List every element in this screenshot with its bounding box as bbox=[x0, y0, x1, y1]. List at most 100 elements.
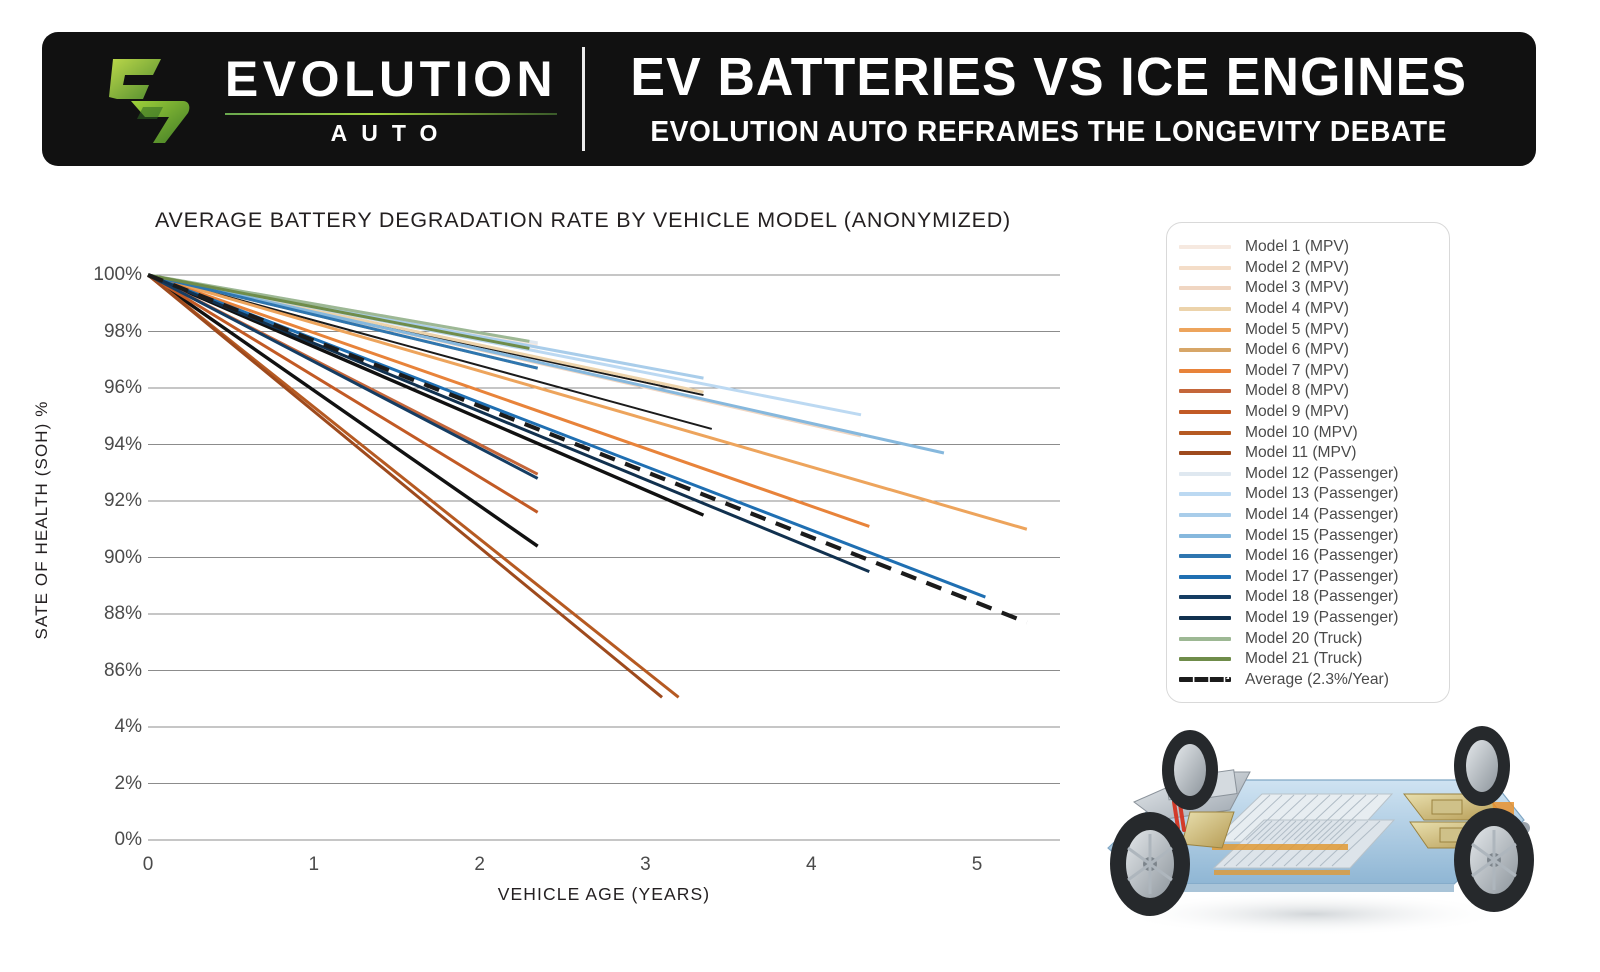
legend-item-label: Model 14 (Passenger) bbox=[1245, 506, 1399, 524]
legend-item-9[interactable]: Model 9 (MPV) bbox=[1179, 402, 1437, 423]
legend-item-21[interactable]: Model 21 (Truck) bbox=[1179, 649, 1437, 670]
legend-item-label: Model 2 (MPV) bbox=[1245, 258, 1349, 276]
series-line-18 bbox=[147, 273, 539, 480]
y-axis-tick-10: 0% bbox=[114, 829, 142, 850]
y-axis-tick-7: 86% bbox=[103, 659, 142, 681]
legend-swatch-icon bbox=[1179, 430, 1231, 435]
legend-swatch-icon bbox=[1179, 492, 1231, 497]
series-line-15 bbox=[147, 273, 945, 455]
y-axis-tick-6: 88% bbox=[103, 603, 142, 624]
header-titles: EV BATTERIES VS ICE ENGINES EVOLUTION AU… bbox=[591, 46, 1536, 149]
series-line-11 bbox=[147, 273, 663, 699]
legend-swatch-icon bbox=[1179, 595, 1231, 600]
legend-item-label: Model 9 (MPV) bbox=[1245, 403, 1349, 421]
legend-item-19[interactable]: Model 19 (Passenger) bbox=[1179, 608, 1437, 629]
legend-item-8[interactable]: Model 8 (MPV) bbox=[1179, 381, 1437, 402]
legend-item-label: Model 13 (Passenger) bbox=[1245, 485, 1399, 503]
legend-swatch-icon bbox=[1179, 657, 1231, 662]
y-axis-tick-0: 100% bbox=[93, 264, 142, 285]
legend-swatch-icon bbox=[1179, 677, 1231, 683]
chart-plot-area: SATE OF HEALTH (SOH) % 100% 98% 96% 94% 92% 9… bbox=[32, 0, 1060, 930]
legend-item-label: Model 17 (Passenger) bbox=[1245, 567, 1399, 585]
legend-item-1[interactable]: Model 1 (MPV) bbox=[1179, 237, 1437, 258]
legend-item-label: Model 15 (Passenger) bbox=[1245, 526, 1399, 544]
y-axis-tick-4: 92% bbox=[103, 490, 142, 511]
legend-item-label: Model 3 (MPV) bbox=[1245, 279, 1349, 297]
legend-item-label: Model 4 (MPV) bbox=[1245, 300, 1349, 318]
y-axis-tick-2: 96% bbox=[103, 377, 142, 398]
y-axis-tick-8: 4% bbox=[114, 716, 142, 737]
legend-item-label: Model 12 (Passenger) bbox=[1245, 464, 1399, 482]
page-subtitle: EVOLUTION AUTO REFRAMES THE LONGEVITY DE… bbox=[650, 115, 1447, 148]
x-axis-title: VEHICLE AGE (YEARS) bbox=[497, 884, 711, 904]
legend-item-16[interactable]: Model 16 (Passenger) bbox=[1179, 546, 1437, 567]
legend-item-label: Model 10 (MPV) bbox=[1245, 423, 1358, 441]
legend-item-3[interactable]: Model 3 (MPV) bbox=[1179, 278, 1437, 299]
legend-item-22[interactable]: Average (2.3%/Year) bbox=[1179, 669, 1437, 690]
series-line-22 bbox=[147, 273, 1028, 625]
ev-battery-chassis-image bbox=[1062, 652, 1554, 952]
legend-item-label: Model 19 (Passenger) bbox=[1245, 608, 1399, 626]
series-line-7 bbox=[147, 273, 870, 528]
legend-swatch-icon bbox=[1179, 471, 1231, 476]
x-axis-tick-1: 1 bbox=[308, 854, 320, 875]
brand-divider bbox=[224, 112, 558, 115]
legend-item-6[interactable]: Model 6 (MPV) bbox=[1179, 340, 1437, 361]
y-axis-tick-1: 98% bbox=[103, 320, 142, 342]
legend-item-label: Model 11 (MPV) bbox=[1245, 444, 1357, 462]
brand-subname: AUTO bbox=[330, 119, 452, 146]
legend-item-4[interactable]: Model 4 (MPV) bbox=[1179, 299, 1437, 320]
legend-swatch-icon bbox=[1179, 286, 1231, 291]
series-line-9 bbox=[147, 273, 539, 514]
legend-item-14[interactable]: Model 14 (Passenger) bbox=[1179, 505, 1437, 526]
legend-swatch-icon bbox=[1179, 636, 1231, 641]
legend-swatch-icon bbox=[1179, 348, 1231, 353]
x-axis-tick-4: 4 bbox=[805, 854, 817, 875]
legend-item-label: Average (2.3%/Year) bbox=[1245, 670, 1389, 688]
series-line-10 bbox=[147, 273, 680, 699]
x-axis-tick-5: 5 bbox=[971, 854, 983, 875]
series-line-5 bbox=[147, 273, 1028, 531]
legend-item-7[interactable]: Model 7 (MPV) bbox=[1179, 361, 1437, 382]
brand-lockup: EVOLUTION AUTO bbox=[42, 32, 582, 166]
series-line-19 bbox=[147, 273, 870, 574]
dark-line-d bbox=[147, 273, 705, 517]
degradation-line-chart bbox=[147, 273, 1060, 841]
legend-swatch-icon bbox=[1179, 513, 1231, 518]
brand-name: EVOLUTION bbox=[224, 50, 558, 107]
legend-item-label: Model 18 (Passenger) bbox=[1245, 588, 1399, 606]
y-axis-tick-3: 94% bbox=[103, 433, 142, 455]
legend-item-label: Model 6 (MPV) bbox=[1245, 341, 1349, 359]
header-vertical-divider bbox=[582, 47, 585, 151]
legend-item-label: Model 7 (MPV) bbox=[1245, 361, 1349, 379]
legend-item-10[interactable]: Model 10 (MPV) bbox=[1179, 422, 1437, 443]
chart-title: AVERAGE BATTERY DEGRADATION RATE BY VEHI… bbox=[155, 208, 1011, 232]
header-banner: EVOLUTION AUTO EV BATTERIES VS ICE ENGIN… bbox=[42, 32, 1536, 166]
legend-swatch-icon bbox=[1179, 615, 1231, 620]
series-line-21 bbox=[147, 273, 530, 350]
brand-text: EVOLUTION AUTO bbox=[224, 50, 558, 146]
legend-item-17[interactable]: Model 17 (Passenger) bbox=[1179, 567, 1437, 588]
legend-swatch-icon bbox=[1179, 533, 1231, 538]
legend-item-2[interactable]: Model 2 (MPV) bbox=[1179, 258, 1437, 279]
legend-swatch-icon bbox=[1179, 451, 1231, 456]
page-title: EV BATTERIES VS ICE ENGINES bbox=[630, 46, 1467, 107]
legend-item-label: Model 5 (MPV) bbox=[1245, 320, 1349, 338]
legend-item-label: Model 8 (MPV) bbox=[1245, 382, 1349, 400]
legend-swatch-icon bbox=[1179, 327, 1231, 332]
legend-item-18[interactable]: Model 18 (Passenger) bbox=[1179, 587, 1437, 608]
legend-item-20[interactable]: Model 20 (Truck) bbox=[1179, 628, 1437, 649]
dark-line-c bbox=[147, 273, 539, 548]
legend-swatch-icon bbox=[1179, 245, 1231, 250]
chart-legend: Model 1 (MPV) Model 2 (MPV) Model 3 (MPV) M… bbox=[1166, 222, 1450, 704]
legend-item-12[interactable]: Model 12 (Passenger) bbox=[1179, 464, 1437, 485]
y-axis-tick-labels: 100% 98% 96% 94% 92% 90% 88% 86% 4% 2% 0% bbox=[60, 0, 142, 930]
evolution-auto-logo-icon bbox=[91, 51, 203, 147]
legend-item-11[interactable]: Model 11 (MPV) bbox=[1179, 443, 1437, 464]
legend-item-15[interactable]: Model 15 (Passenger) bbox=[1179, 525, 1437, 546]
legend-swatch-icon bbox=[1179, 554, 1231, 559]
legend-item-label: Model 20 (Truck) bbox=[1245, 629, 1363, 647]
legend-item-13[interactable]: Model 13 (Passenger) bbox=[1179, 484, 1437, 505]
legend-item-5[interactable]: Model 5 (MPV) bbox=[1179, 319, 1437, 340]
y-axis-tick-9: 2% bbox=[114, 772, 142, 794]
